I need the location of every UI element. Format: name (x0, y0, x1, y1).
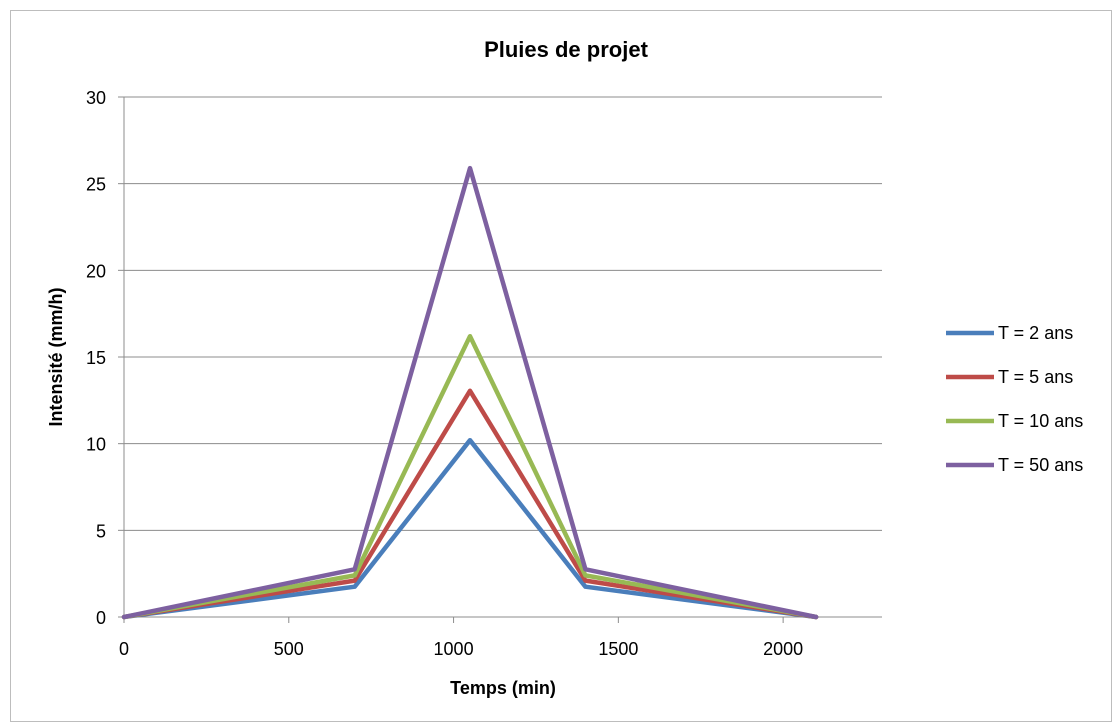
series-line-4 (121, 165, 819, 620)
y-tick-labels: 0 5 10 15 20 25 30 (86, 88, 106, 628)
legend-label-3: T = 10 ans (998, 411, 1083, 431)
gridlines (124, 96, 882, 531)
series-line-1 (121, 437, 819, 620)
series-line-3 (121, 333, 819, 620)
y-axis-label: Intensité (mm/h) (46, 287, 66, 426)
series-lines (121, 165, 819, 620)
x-tick-label: 1500 (598, 639, 638, 659)
y-tick-label: 15 (86, 348, 106, 368)
x-tick-labels: 0 500 1000 1500 2000 (119, 639, 803, 659)
y-tick-label: 0 (96, 608, 106, 628)
axes (118, 96, 882, 623)
legend-label-4: T = 50 ans (998, 455, 1083, 475)
x-tick-label: 1000 (434, 639, 474, 659)
y-tick-label: 5 (96, 521, 106, 541)
legend-label-2: T = 5 ans (998, 367, 1073, 387)
y-tick-label: 25 (86, 175, 106, 195)
y-tick-label: 30 (86, 88, 106, 108)
x-tick-label: 2000 (763, 639, 803, 659)
series-line-2 (121, 388, 819, 620)
chart-title: Pluies de projet (484, 37, 648, 62)
x-tick-label: 0 (119, 639, 129, 659)
y-tick-label: 10 (86, 435, 106, 455)
y-tick-label: 20 (86, 261, 106, 281)
legend-label-1: T = 2 ans (998, 323, 1073, 343)
x-axis-label: Temps (min) (450, 678, 556, 698)
x-tick-label: 500 (274, 639, 304, 659)
legend: T = 2 ans T = 5 ans T = 10 ans T = 50 ans (946, 323, 1083, 475)
